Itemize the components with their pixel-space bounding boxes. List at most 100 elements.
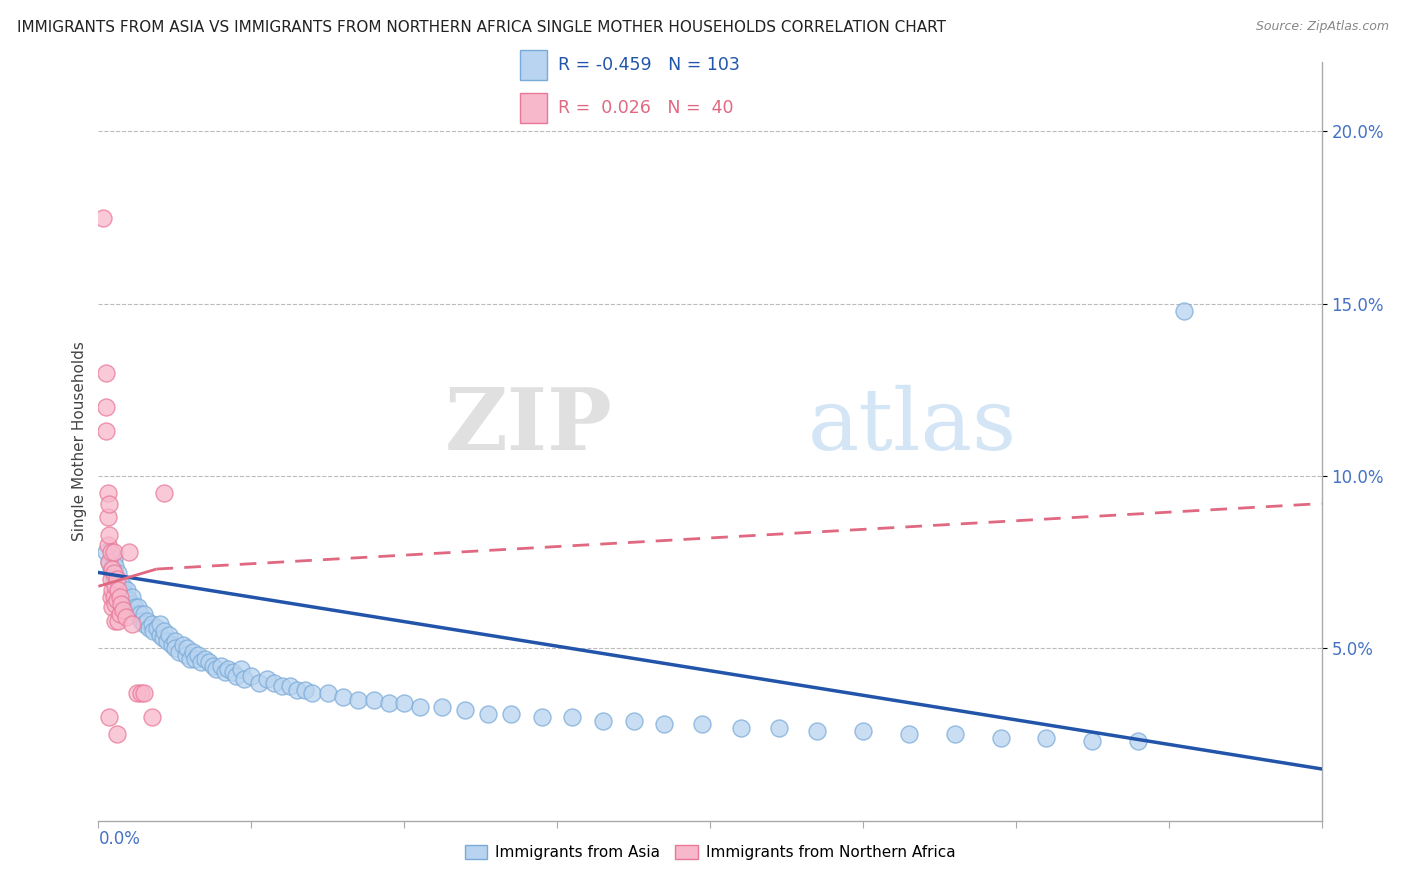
Point (316, 686, 339, 700)
Point (378, 697, 401, 711)
Point (181, 645, 204, 659)
Point (217, 662, 239, 676)
Text: R = -0.459   N = 103: R = -0.459 N = 103 (558, 56, 740, 74)
Point (121, 617, 143, 632)
Text: 0.0%: 0.0% (98, 830, 141, 847)
Point (98, 497, 121, 511)
Point (98, 527, 121, 541)
Text: R =  0.026   N =  40: R = 0.026 N = 40 (558, 99, 734, 117)
Point (152, 631, 174, 645)
Point (115, 597, 138, 611)
Point (209, 658, 232, 673)
Point (184, 651, 207, 665)
Point (156, 634, 179, 648)
Point (104, 614, 127, 628)
Point (129, 686, 152, 700)
Text: atlas: atlas (808, 384, 1017, 468)
Point (108, 607, 131, 621)
Point (153, 486, 176, 500)
Point (103, 590, 125, 604)
Point (100, 590, 122, 604)
Point (153, 624, 176, 639)
Point (105, 573, 128, 587)
Point (1081, 734, 1104, 748)
Point (118, 599, 141, 614)
Point (652, 717, 675, 731)
Point (103, 545, 125, 559)
Point (94, 424, 117, 438)
Bar (520, 93, 547, 122)
Point (190, 655, 212, 669)
Point (1173, 303, 1195, 318)
Point (97, 486, 120, 500)
Point (174, 648, 197, 663)
Bar (520, 51, 547, 80)
Point (117, 582, 139, 597)
Point (103, 551, 125, 566)
Point (98, 555, 121, 569)
Point (134, 617, 156, 632)
Point (110, 597, 132, 611)
Point (229, 662, 252, 676)
Point (149, 617, 172, 632)
Point (232, 673, 254, 687)
Point (561, 710, 583, 724)
Point (108, 586, 131, 600)
Point (990, 731, 1012, 745)
Point (115, 610, 138, 624)
Point (530, 710, 553, 724)
Point (1128, 734, 1150, 748)
Point (141, 710, 163, 724)
Point (101, 562, 124, 576)
Point (408, 699, 430, 714)
Point (163, 634, 186, 648)
Point (897, 727, 920, 741)
Point (94, 400, 117, 414)
Point (363, 693, 385, 707)
Legend: Immigrants from Asia, Immigrants from Northern Africa: Immigrants from Asia, Immigrants from No… (458, 838, 962, 866)
Point (103, 573, 125, 587)
Point (214, 665, 236, 680)
Point (138, 621, 160, 635)
Point (110, 582, 132, 597)
Point (197, 655, 219, 669)
Point (332, 690, 354, 704)
Point (125, 686, 148, 700)
Point (121, 590, 143, 604)
Point (115, 590, 138, 604)
Point (94, 545, 117, 559)
Point (121, 597, 143, 611)
Point (128, 607, 150, 621)
Point (172, 638, 194, 652)
Point (94, 366, 117, 380)
Point (157, 627, 180, 641)
Point (225, 669, 247, 683)
Point (392, 697, 416, 711)
Point (105, 727, 128, 741)
Point (105, 593, 128, 607)
Point (163, 641, 186, 656)
Point (692, 717, 714, 731)
Point (125, 607, 148, 621)
Point (136, 614, 159, 628)
Point (98, 710, 121, 724)
Point (278, 679, 301, 693)
Point (105, 579, 128, 593)
Text: ZIP: ZIP (444, 384, 612, 468)
Point (179, 651, 201, 665)
Point (768, 721, 790, 735)
Point (1035, 731, 1057, 745)
Point (592, 714, 614, 728)
Point (623, 714, 645, 728)
Point (256, 673, 278, 687)
Point (118, 545, 141, 559)
Point (124, 599, 146, 614)
Point (107, 566, 129, 580)
Point (108, 575, 131, 590)
Point (112, 586, 135, 600)
Point (205, 662, 228, 676)
Point (270, 679, 292, 693)
Point (97, 538, 120, 552)
Point (101, 566, 124, 580)
Point (107, 614, 129, 628)
